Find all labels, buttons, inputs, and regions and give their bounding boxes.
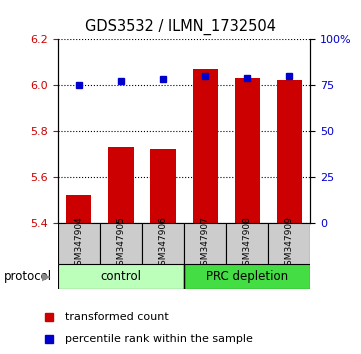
Text: control: control	[100, 270, 142, 282]
FancyBboxPatch shape	[268, 223, 310, 264]
Text: GSM347904: GSM347904	[74, 216, 83, 271]
Text: GSM347907: GSM347907	[201, 216, 210, 271]
Bar	[192, 69, 218, 223]
FancyBboxPatch shape	[184, 264, 310, 289]
Text: GSM347906: GSM347906	[158, 216, 168, 271]
Bar	[151, 149, 176, 223]
FancyBboxPatch shape	[226, 223, 268, 264]
Text: protocol: protocol	[4, 270, 52, 283]
Text: transformed count: transformed count	[65, 312, 169, 322]
Bar	[277, 80, 302, 223]
Bar	[108, 147, 134, 223]
FancyBboxPatch shape	[142, 223, 184, 264]
Bar	[66, 195, 91, 223]
Text: GSM347905: GSM347905	[117, 216, 125, 271]
Text: GSM347908: GSM347908	[243, 216, 252, 271]
Text: percentile rank within the sample: percentile rank within the sample	[65, 334, 253, 344]
FancyBboxPatch shape	[100, 223, 142, 264]
FancyBboxPatch shape	[58, 264, 184, 289]
Text: GSM347909: GSM347909	[285, 216, 294, 271]
Text: GDS3532 / ILMN_1732504: GDS3532 / ILMN_1732504	[85, 18, 276, 35]
Text: PRC depletion: PRC depletion	[206, 270, 288, 282]
Bar	[235, 78, 260, 223]
FancyBboxPatch shape	[184, 223, 226, 264]
FancyBboxPatch shape	[58, 223, 100, 264]
Text: ▶: ▶	[42, 272, 50, 282]
